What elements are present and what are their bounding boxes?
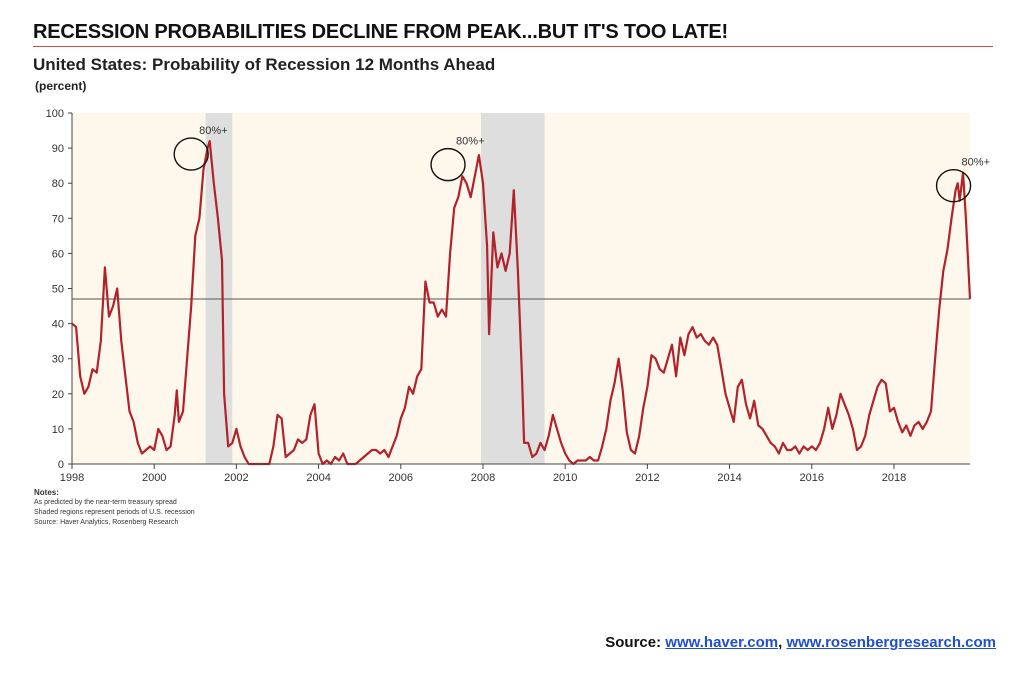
y-tick-label: 70 (52, 213, 64, 225)
x-tick-label: 2000 (142, 472, 166, 484)
x-tick-label: 2008 (471, 472, 495, 484)
y-axis-unit-label: (percent) (35, 79, 87, 93)
notes-line: Source: Haver Analytics, Rosenberg Resea… (34, 519, 179, 526)
x-tick-label: 2004 (306, 472, 330, 484)
headline-rule (33, 46, 993, 47)
x-tick-label: 2016 (800, 472, 824, 484)
peak-circle (935, 168, 972, 203)
peak-circle (173, 137, 209, 171)
source-label: Source: (605, 634, 662, 651)
x-tick-label: 1998 (60, 472, 84, 484)
notes-line: Shaded regions represent periods of U.S.… (34, 509, 195, 516)
recession-band (205, 113, 233, 464)
source-line: Source: www.haver.com, www.rosenbergrese… (605, 634, 996, 651)
annotation-layer: 80%+ 80%+ 80%+ (173, 125, 990, 203)
chart-title: United States: Probability of Recession … (33, 55, 496, 74)
x-tick-label: 2014 (717, 472, 741, 484)
notes-line: As predicted by the near-term treasury s… (34, 499, 177, 506)
source-link-haver[interactable]: www.haver.com (665, 634, 779, 651)
x-tick-label: 2010 (553, 472, 577, 484)
y-tick-label: 0 (58, 459, 64, 471)
peak-circle (430, 147, 466, 182)
y-tick-label: 50 (52, 284, 64, 296)
y-tick-label: 40 (52, 319, 64, 331)
axis-layer: 0 10 20 30 40 50 60 70 80 90 100 1998 2000 2002 2004 20… (46, 108, 970, 484)
series-layer (71, 140, 972, 466)
source-link-rosenberg[interactable]: www.rosenbergresearch.com (786, 634, 996, 651)
y-tick-label: 90 (52, 143, 64, 155)
peak-annotation: 80%+ (199, 125, 227, 137)
recession-probability-chart: 80%+ 80%+ 80%+ 0 10 20 30 40 50 60 70 80 90 100 1998 2… (46, 108, 990, 484)
y-tick-label: 30 (52, 354, 64, 366)
headline: RECESSION PROBABILITIES DECLINE FROM PEA… (33, 21, 728, 43)
peak-annotation: 80%+ (456, 136, 484, 148)
y-tick-label: 10 (52, 424, 64, 436)
y-tick-label: 100 (46, 108, 64, 120)
y-tick-label: 80 (52, 178, 64, 190)
x-tick-label: 2002 (224, 472, 248, 484)
x-tick-label: 2012 (635, 472, 659, 484)
y-tick-label: 60 (52, 248, 64, 260)
x-tick-label: 2018 (882, 472, 906, 484)
peak-annotation: 80%+ (962, 157, 990, 169)
y-tick-label: 20 (52, 389, 64, 401)
notes-title: Notes: (34, 488, 59, 497)
source-separator: , (778, 634, 783, 651)
x-tick-label: 2006 (389, 472, 413, 484)
notes: Notes: As predicted by the near-term tre… (34, 488, 195, 528)
series-line (71, 140, 972, 466)
